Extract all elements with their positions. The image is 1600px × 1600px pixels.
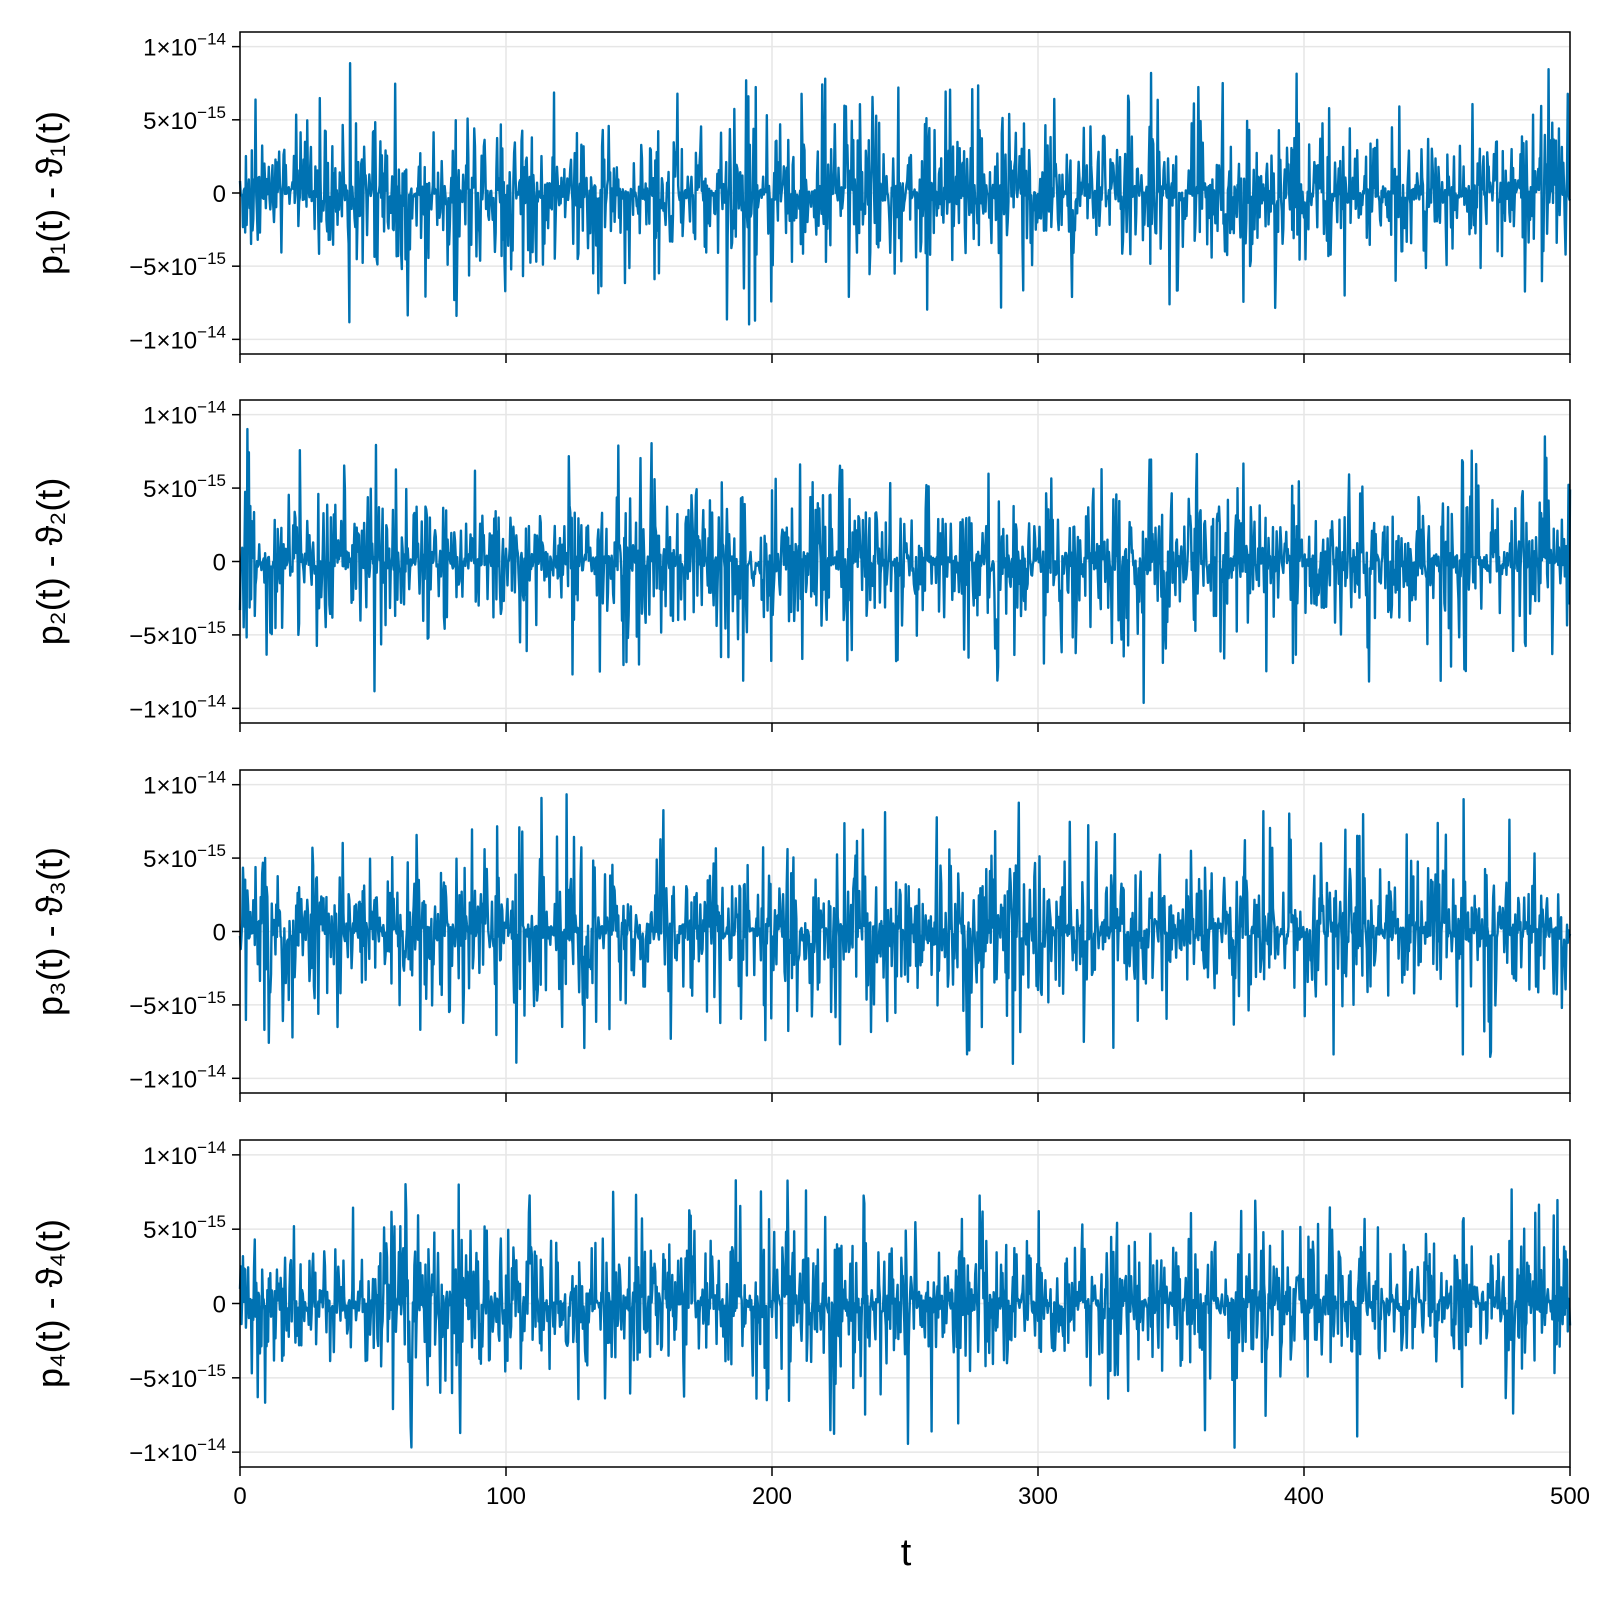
- panel-1: 1×10−14 5×10−15 0 −5×10−15 −1×10−14 p₁(t) - ϑ…: [29, 30, 1572, 363]
- y-axis-label: p₁(t) - ϑ₁(t): [29, 111, 70, 275]
- y-tick-label: −5×10−15: [129, 249, 226, 281]
- panel-4: 1×10−14 5×10−15 0 −5×10−15 −1×10−14 0 100 200 30…: [29, 1138, 1590, 1510]
- y-tick-label: 1×10−14: [143, 30, 226, 62]
- x-tick-label: 0: [233, 1483, 246, 1510]
- series-line: [238, 61, 1572, 326]
- y-tick-label: 5×10−15: [143, 1212, 226, 1244]
- series-line: [238, 427, 1572, 705]
- y-tick-label: 0: [213, 550, 226, 577]
- y-tick-label: −1×10−14: [129, 1435, 226, 1467]
- y-tick-label: 0: [213, 920, 226, 947]
- y-tick-label: 1×10−14: [143, 398, 226, 430]
- y-tick-label: 5×10−15: [143, 471, 226, 503]
- panel-3: 1×10−14 5×10−15 0 −5×10−15 −1×10−14 p₃(t) - ϑ…: [29, 768, 1572, 1102]
- y-tick-label: −1×10−14: [129, 691, 226, 723]
- y-tick-label: 1×10−14: [143, 768, 226, 800]
- y-tick-label: 0: [213, 1292, 226, 1319]
- y-axis-label: p₃(t) - ϑ₃(t): [29, 847, 70, 1016]
- y-tick-label: −1×10−14: [129, 322, 226, 354]
- series-line: [238, 1179, 1572, 1449]
- y-tick-label: −5×10−15: [129, 1361, 226, 1393]
- x-tick-label: 100: [486, 1483, 526, 1510]
- x-tick-label: 300: [1018, 1483, 1058, 1510]
- y-tick-label: 5×10−15: [143, 103, 226, 135]
- x-tick-label: 200: [752, 1483, 792, 1510]
- y-tick-label: −5×10−15: [129, 618, 226, 650]
- x-axis-label: t: [901, 1532, 912, 1574]
- series-line: [238, 793, 1572, 1066]
- y-tick-label: 1×10−14: [143, 1138, 226, 1170]
- y-axis-label: p₂(t) - ϑ₂(t): [29, 478, 70, 646]
- y-tick-label: 0: [213, 181, 226, 208]
- x-tick-label: 400: [1284, 1483, 1324, 1510]
- y-tick-label: 5×10−15: [143, 841, 226, 873]
- panel-2: 1×10−14 5×10−15 0 −5×10−15 −1×10−14 p₂(t) - ϑ…: [29, 398, 1572, 732]
- x-tick-label: 500: [1550, 1483, 1590, 1510]
- y-axis-label: p₄(t) - ϑ₄(t): [29, 1219, 70, 1388]
- y-tick-label: −1×10−14: [129, 1061, 226, 1093]
- y-tick-label: −5×10−15: [129, 988, 226, 1020]
